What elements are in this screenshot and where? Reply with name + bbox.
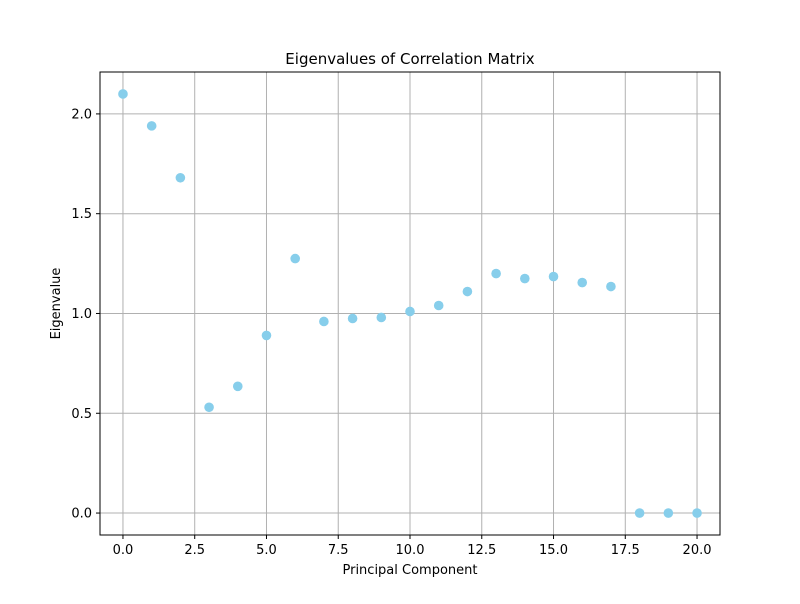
x-axis-label: Principal Component [342, 563, 477, 578]
x-tick-label: 2.5 [184, 543, 205, 558]
data-point [634, 508, 645, 518]
y-tick-label: 0.0 [71, 507, 92, 522]
data-point [290, 253, 300, 264]
x-tick-label: 7.5 [328, 543, 349, 558]
y-tick-label: 0.5 [71, 407, 92, 422]
data-point [520, 273, 530, 284]
data-point [548, 271, 559, 282]
x-tick-label: 10.0 [396, 543, 425, 558]
y-tick-label: 1.0 [71, 307, 92, 322]
y-tick-label: 1.5 [71, 207, 92, 222]
x-tick-label: 15.0 [539, 543, 568, 558]
y-axis-label: Eigenvalue [49, 268, 64, 340]
grid [100, 72, 720, 535]
data-point [405, 306, 415, 317]
data-point [433, 300, 444, 311]
data-point [175, 172, 186, 183]
data-point [146, 121, 157, 131]
x-tick-label: 12.5 [467, 543, 496, 558]
x-tick-label: 17.5 [611, 543, 640, 558]
data-point [232, 381, 243, 392]
data-point [462, 286, 473, 297]
data-point [319, 316, 329, 327]
data-point [204, 402, 214, 413]
y-tick-label: 2.0 [71, 107, 92, 122]
data-point [376, 312, 387, 323]
data-point [118, 89, 128, 99]
data-point [261, 330, 272, 341]
axis-ticks: 0.0 2.5 5.0 7.5 10.0 12.5 15.0 17.5 20.0 0.0 0.5 1.… [71, 107, 711, 558]
x-tick-label: 0.0 [113, 543, 134, 558]
data-point [577, 277, 588, 288]
data-point [347, 313, 358, 324]
data-point [692, 508, 702, 518]
data-point [606, 281, 616, 292]
chart-title: Eigenvalues of Correlation Matrix [285, 50, 535, 68]
data-points [118, 89, 702, 518]
data-point [663, 508, 674, 518]
x-tick-label: 5.0 [256, 543, 277, 558]
x-tick-label: 20.0 [683, 543, 712, 558]
data-point [491, 268, 501, 279]
